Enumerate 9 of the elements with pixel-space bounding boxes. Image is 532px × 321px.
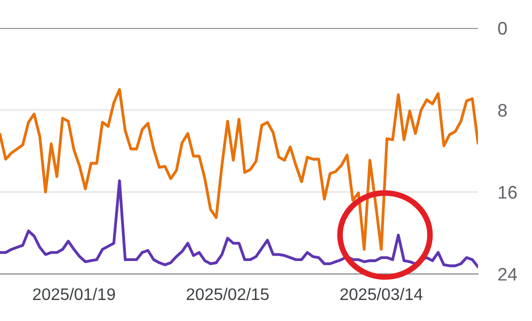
x-tick-label: 2025/02/15 (186, 288, 269, 300)
x-tick-label: 2025/01/19 (33, 288, 115, 300)
line-series (0, 179, 478, 268)
y-tick-label: 16 (498, 186, 517, 199)
line-series (0, 88, 478, 251)
y-tick-label: 24 (498, 268, 517, 281)
y-tick-label: 0 (498, 22, 507, 35)
x-tick-label: 2025/03/14 (340, 288, 422, 300)
y-tick-label: 8 (498, 104, 507, 117)
